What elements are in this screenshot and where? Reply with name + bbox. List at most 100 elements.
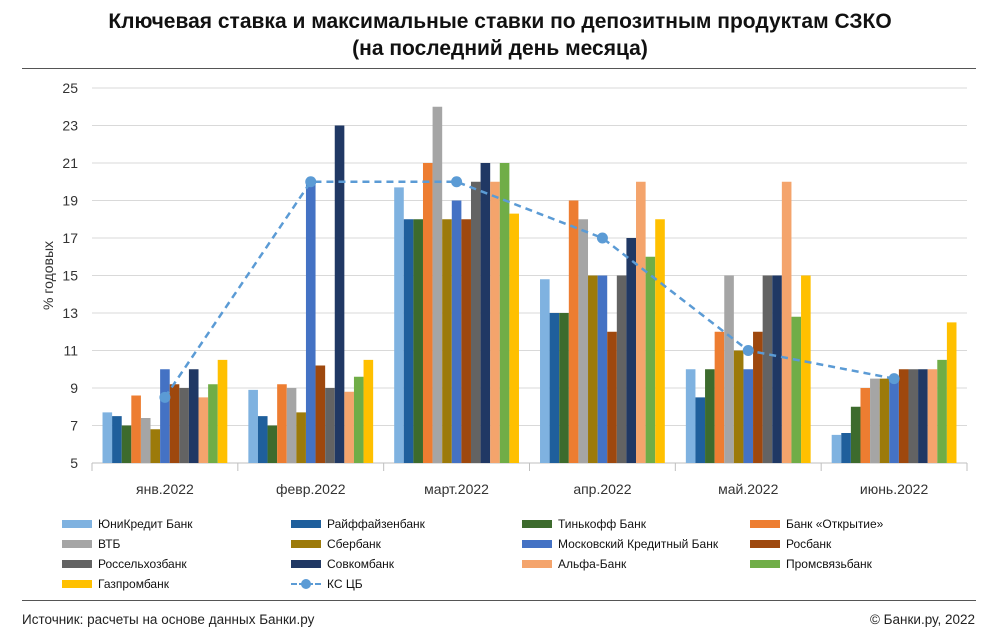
legend-label: Альфа-Банк [558,557,627,571]
bar [607,331,617,463]
bar [927,369,938,463]
bar [499,163,510,463]
legend-swatch [62,560,92,568]
bar [325,388,335,463]
y-tick-label: 15 [62,268,78,284]
y-tick-label: 5 [70,455,78,471]
legend-item: ВТБ [62,535,120,553]
legend-item: Газпромбанк [62,575,169,593]
y-tick-label: 13 [62,305,78,321]
bar [353,376,364,463]
legend-label: Совкомбанк [327,557,395,571]
bar [296,412,306,463]
legend-swatch [62,520,92,528]
key-rate-point [159,391,171,403]
legend-item: ЮниКредит Банк [62,515,193,533]
bar [636,181,646,463]
bar [267,425,278,463]
key-rate-line [163,180,895,399]
bar [490,181,500,463]
legend-label: Тинькофф Банк [558,517,646,531]
legend-item: КС ЦБ [291,575,363,593]
legend-item: Альфа-Банк [522,555,626,573]
bar [898,369,909,463]
legend-item: Росбанк [750,535,831,553]
legend-swatch [62,580,92,588]
bar [714,331,725,463]
bar [695,397,706,463]
legend-label: Московский Кредитный Банк [558,537,719,551]
bar [217,359,228,463]
bar [870,378,880,463]
legend-label: ЮниКредит Банк [98,517,193,531]
legend-swatch [750,560,780,568]
legend-item: Сбербанк [291,535,381,553]
x-tick-label: апр.2022 [573,481,631,497]
bar [685,369,696,463]
bar [305,181,316,463]
bar [208,384,218,463]
bar [315,365,326,463]
x-tick-label: март.2022 [424,481,489,497]
legend-label: Райффайзенбанк [327,517,425,531]
legend-swatch [291,560,321,568]
bar [480,163,491,463]
bar [645,256,656,463]
bar [568,200,579,463]
bar [403,219,414,463]
bar [762,275,773,463]
y-tick-label: 9 [70,380,78,396]
top-divider [22,68,976,69]
bar [432,106,443,463]
legend-label: ВТБ [98,537,121,551]
legend-swatch [291,520,321,528]
legend: ЮниКредит Банк Райффайзенбанк Тинькофф Бан… [62,515,962,595]
legend-label: КС ЦБ [327,577,363,591]
legend-label: Газпромбанк [98,577,169,591]
legend-swatch [522,560,552,568]
bar [801,275,811,463]
bar [248,389,258,463]
copyright: © Банки.ру, 2022 [869,612,975,627]
legend-swatch [291,540,321,548]
bar [540,279,550,463]
bar-chart: 5 7 9 11 13 15 17 19 21 23 25 % годовых янв.2022 февр… [40,80,968,497]
bar [102,412,113,463]
chart-title-line-1: Ключевая ставка и максимальные ставки по… [108,10,892,33]
bar [188,369,199,463]
bar [908,369,919,463]
key-rate-point [742,345,754,356]
legend-item: Совкомбанк [291,555,394,573]
bar [626,238,637,463]
bar [559,313,569,463]
legend-item: Райффайзенбанк [291,515,425,533]
x-tick-label: янв.2022 [136,481,194,497]
bar [705,369,715,463]
y-tick-label: 23 [62,118,78,134]
bar [791,316,802,463]
legend-swatch [291,579,321,589]
bar [937,359,947,463]
bar [140,418,151,463]
legend-item: Промсвязьбанк [750,555,872,573]
bar [363,359,374,463]
legend-label: Россельхозбанк [98,557,187,571]
bar [442,219,452,463]
bar [509,213,519,463]
y-tick-label: 17 [62,230,78,246]
bar [549,313,560,463]
x-tick-label: февр.2022 [276,481,346,497]
legend-item: Банк «Открытие» [750,515,883,533]
bar [198,397,209,463]
bar [470,181,481,463]
bar [655,219,665,463]
bar [860,388,871,463]
bar [850,406,861,463]
legend-swatch [62,540,92,548]
y-tick-label: 7 [70,418,78,434]
bar [422,163,433,463]
legend-swatch [750,540,780,548]
bar [889,378,899,463]
bar [831,434,842,463]
legend-label: Росбанк [786,537,832,551]
